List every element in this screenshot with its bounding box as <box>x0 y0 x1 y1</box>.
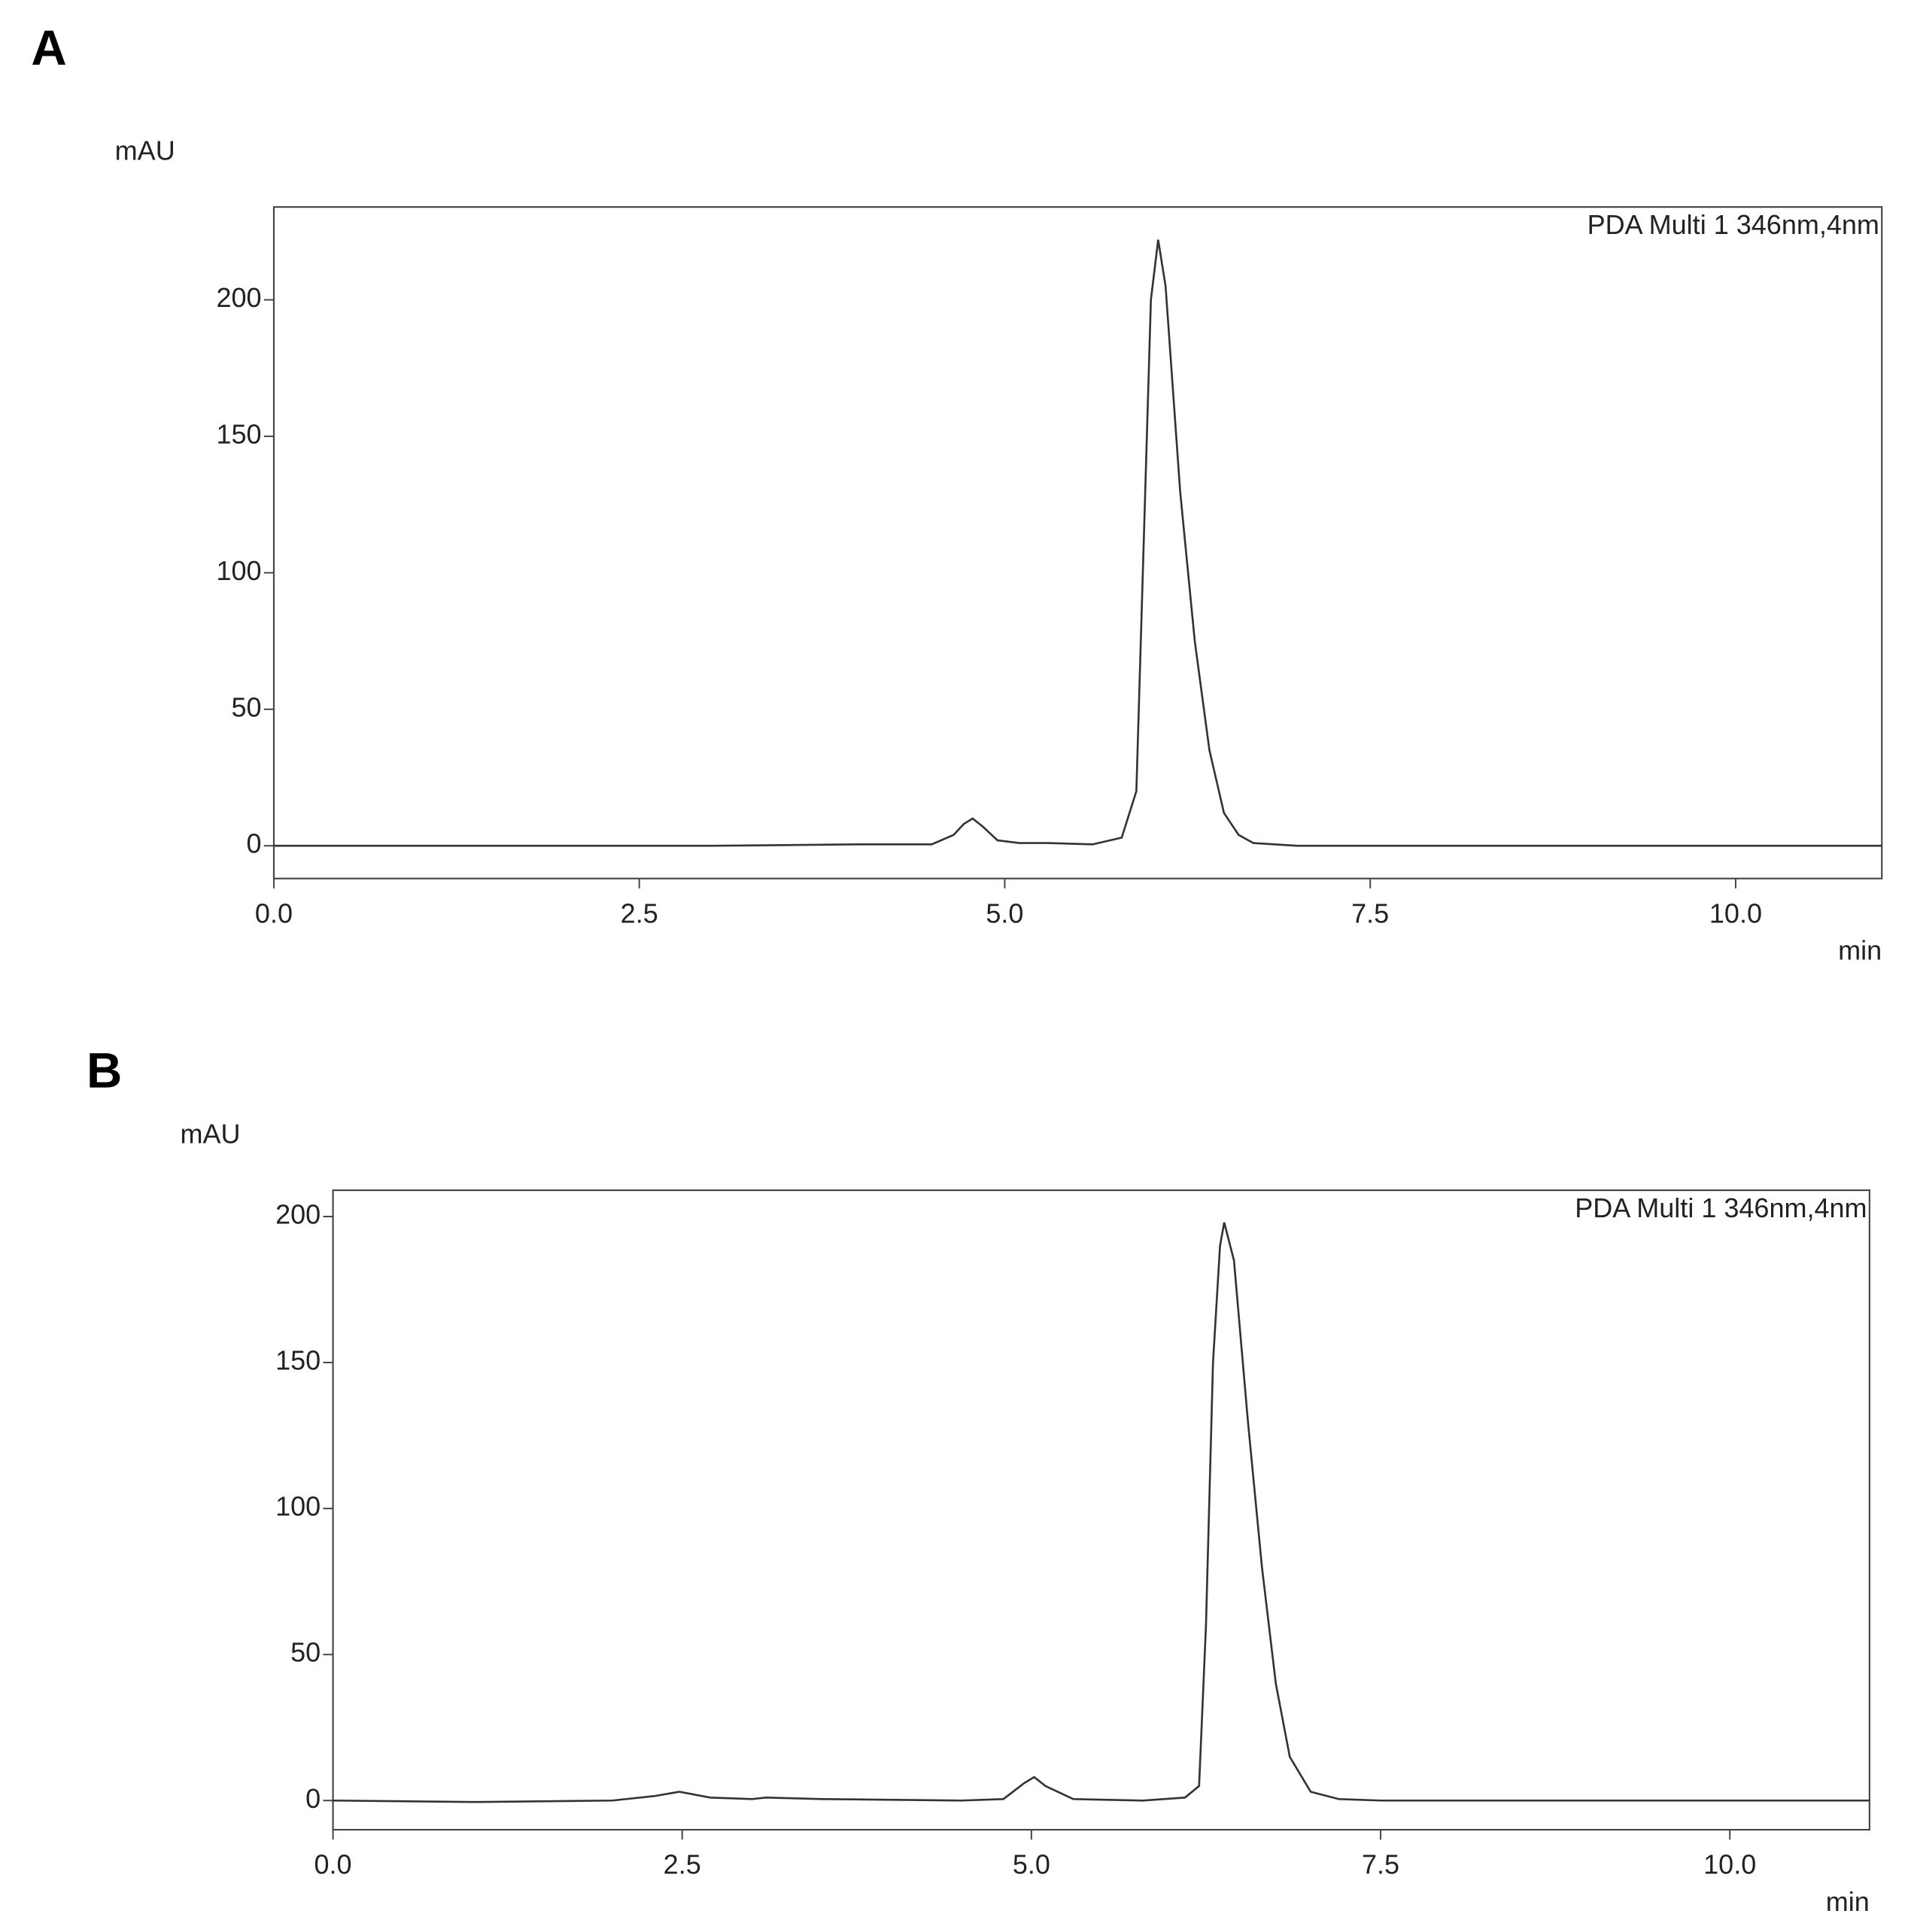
x-tick-label: 10.0 <box>1709 898 1762 928</box>
x-axis-label: min <box>1826 1886 1870 1917</box>
plot-frame <box>272 206 1883 879</box>
x-tick-label: 7.5 <box>1351 898 1389 928</box>
trace <box>273 239 1882 847</box>
y-tick-label: 200 <box>275 1199 321 1230</box>
x-tick-label: 10.0 <box>1703 1849 1756 1880</box>
plot-frame <box>332 1189 1870 1831</box>
x-tick-label: 2.5 <box>621 898 658 928</box>
y-tick-label: 50 <box>232 691 262 722</box>
y-tick-label: 100 <box>275 1491 321 1522</box>
y-axis-label: mAU <box>115 135 175 166</box>
x-tick-label: 2.5 <box>664 1849 701 1880</box>
y-tick-label: 200 <box>216 282 261 313</box>
y-axis-label: mAU <box>180 1119 240 1150</box>
x-tick-label: 0.0 <box>255 898 293 928</box>
y-tick-label: 0 <box>305 1783 321 1814</box>
x-tick-label: 5.0 <box>1013 1849 1050 1880</box>
panel-label: A <box>31 20 66 75</box>
y-tick-label: 0 <box>247 828 262 859</box>
x-tick-label: 0.0 <box>314 1849 352 1880</box>
y-tick-label: 100 <box>216 555 261 586</box>
trace <box>333 1222 1870 1803</box>
x-axis-label: min <box>1838 935 1882 966</box>
panel-label: B <box>87 1043 122 1098</box>
y-tick-label: 150 <box>275 1345 321 1376</box>
x-tick-label: 5.0 <box>986 898 1023 928</box>
y-tick-label: 50 <box>290 1637 321 1668</box>
annotation: PDA Multi 1 346nm,4nm <box>1575 1192 1867 1223</box>
annotation: PDA Multi 1 346nm,4nm <box>1587 209 1879 240</box>
x-tick-label: 7.5 <box>1362 1849 1399 1880</box>
y-tick-label: 150 <box>216 418 261 449</box>
